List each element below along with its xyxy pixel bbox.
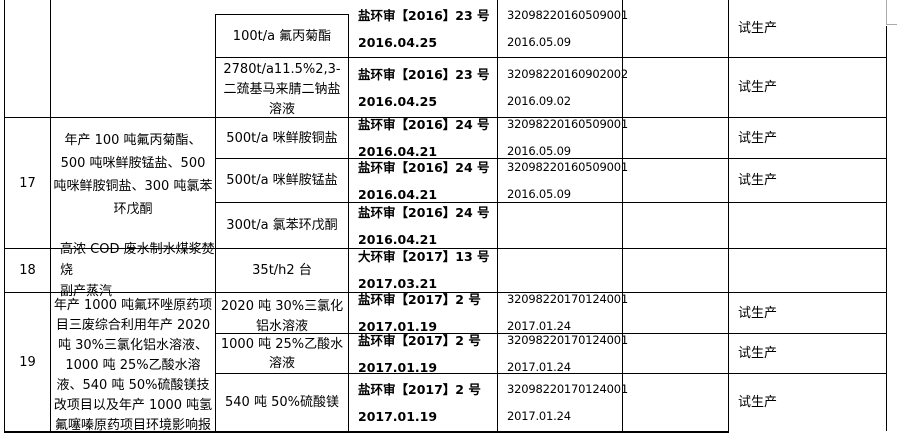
license-cell: 32098220160509001 2016.05.09: [498, 159, 628, 202]
grid-line: [215, 14, 349, 15]
product-cell: 1000 吨 25%乙酸水溶液: [220, 336, 344, 371]
license-date: 2016.05.09: [507, 186, 571, 201]
product-cell: 500t/a 咪鲜胺铜盐: [226, 130, 338, 146]
grid-line: [622, 0, 623, 431]
grid-line: [348, 14, 349, 431]
approval-no: 盐环审【2016】24 号: [358, 117, 490, 132]
project-line: 副产蒸汽: [60, 283, 113, 299]
status-cell: 试生产: [738, 346, 778, 361]
approval-no: 盐环审【2016】24 号: [358, 204, 490, 220]
approval-date: 2017.01.19: [358, 408, 438, 424]
product-cell: 2020 吨 30%三氯化铝水溶液: [220, 299, 344, 334]
project-cell: 年产 100 吨氟丙菊酯、500 吨咪鲜胺锰盐、500 吨咪鲜胺铜盐、300 吨…: [53, 133, 213, 217]
status-cell: 试生产: [738, 21, 778, 36]
license-no: 32098220160509001: [507, 117, 628, 131]
seq-cell: 17: [19, 175, 36, 191]
approval-no: 盐环审【2016】23 号: [358, 7, 490, 23]
license-no: 32098220160509001: [507, 159, 628, 174]
product-cell: 35t/h2 台: [252, 262, 312, 278]
license-cell: 32098220170124001 2017.01.24: [498, 333, 628, 374]
license-date: 2016.05.09: [507, 34, 571, 49]
license-date: 2016.09.02: [507, 93, 571, 108]
grid-line: [4, 0, 5, 431]
approval-cell: 盐环审【2016】23 号 2016.04.25: [349, 0, 497, 57]
product-cell: 2780t/a11.5%2,3-二巯基马来腈二钠盐溶液: [223, 62, 341, 117]
status-cell: 试生产: [738, 80, 778, 95]
grid-line: [215, 57, 886, 58]
approval-date: 2016.04.21: [358, 186, 438, 202]
grid-line: [728, 0, 729, 431]
license-date: 2017.01.24: [507, 408, 571, 423]
approval-no: 盐环审【2017】2 号: [358, 381, 481, 397]
seq-cell: 19: [19, 354, 36, 370]
approval-date: 2017.01.19: [358, 359, 438, 375]
status-cell: 试生产: [738, 305, 778, 321]
grid-line: [4, 117, 886, 118]
approval-no: 盐环审【2016】24 号: [358, 159, 490, 175]
approval-cell: 盐环审【2016】24 号 2016.04.21: [349, 203, 497, 248]
approval-cell: 盐环审【2017】2 号 2017.01.19: [349, 374, 497, 431]
grid-line: [50, 0, 51, 431]
grid-line: [4, 431, 729, 433]
license-no: 32098220170124001: [507, 292, 628, 306]
license-cell: 32098220170124001 2017.01.24: [498, 292, 628, 333]
approval-cell: 盐环审【2017】2 号 2017.01.19: [349, 333, 497, 375]
grid-line: [215, 202, 886, 203]
grid-line: [215, 14, 216, 431]
approval-date: 2016.04.21: [358, 231, 438, 247]
product-cell: 500t/a 咪鲜胺锰盐: [226, 173, 338, 188]
approval-no: 盐环审【2017】2 号: [358, 332, 481, 348]
license-cell: 32098220170124001 2017.01.24: [498, 374, 628, 431]
license-date: 2017.01.24: [507, 359, 571, 374]
license-cell: 32098220160509001 2016.05.09: [498, 0, 628, 57]
project-cell: 年产 1000 吨氟环唑原药项目三废综合利用年产 2020 吨 30%三氯化铝水…: [53, 298, 213, 433]
approval-date: 2016.04.25: [358, 34, 438, 50]
approval-date: 2017.03.21: [358, 276, 438, 291]
grid-line: [215, 333, 886, 334]
approval-no: 盐环审【2017】2 号: [358, 292, 481, 307]
product-cell: 540 吨 50%硫酸镁: [225, 395, 339, 410]
license-no: 32098220160902002: [507, 66, 628, 81]
seq-cell: 18: [19, 262, 36, 278]
status-cell: 试生产: [738, 173, 778, 188]
license-no: 32098220160509001: [507, 7, 628, 22]
grid-line: [4, 292, 886, 293]
approval-cell: 盐环审【2016】24 号 2016.04.21: [349, 159, 497, 202]
grid-line: [4, 248, 886, 249]
approval-date: 2016.04.25: [358, 93, 438, 109]
approval-no: 大环审【2017】13 号: [358, 249, 490, 264]
license-no: 32098220170124001: [507, 332, 628, 347]
grid-line: [497, 0, 498, 431]
license-date: 2017.01.24: [507, 319, 571, 333]
grid-line: [215, 158, 886, 159]
product-cell: 300t/a 氯苯环戊酮: [226, 218, 338, 233]
license-date: 2016.05.09: [507, 144, 571, 158]
license-cell: 32098220160902002 2016.09.02: [498, 58, 628, 117]
license-no: 32098220170124001: [507, 381, 628, 396]
status-cell: 试生产: [738, 395, 778, 410]
approval-date: 2017.01.19: [358, 319, 438, 334]
approval-cell: 大环审【2017】13 号 2017.03.21: [349, 249, 497, 291]
approval-cell: 盐环审【2016】23 号 2016.04.25: [349, 58, 497, 117]
product-cell: 100t/a 氟丙菊酯: [232, 28, 332, 44]
project-line: 高浓 COD 废水制水煤浆焚烧: [60, 241, 215, 278]
page-corner-mark: [886, 0, 887, 24]
approval-cell: 盐环审【2017】2 号 2017.01.19: [349, 292, 497, 334]
grid-line: [886, 26, 887, 431]
approval-no: 盐环审【2016】23 号: [358, 66, 490, 82]
project-cell: 高浓 COD 废水制水煤浆焚烧 副产蒸汽: [51, 242, 215, 299]
status-cell: 试生产: [738, 130, 778, 146]
approval-cell: 盐环审【2016】24 号 2016.04.21: [349, 117, 497, 159]
page-corner-mark: [886, 24, 897, 25]
grid-line: [215, 373, 886, 374]
license-cell: 32098220160509001 2016.05.09: [498, 117, 628, 158]
approval-date: 2016.04.21: [358, 144, 438, 159]
